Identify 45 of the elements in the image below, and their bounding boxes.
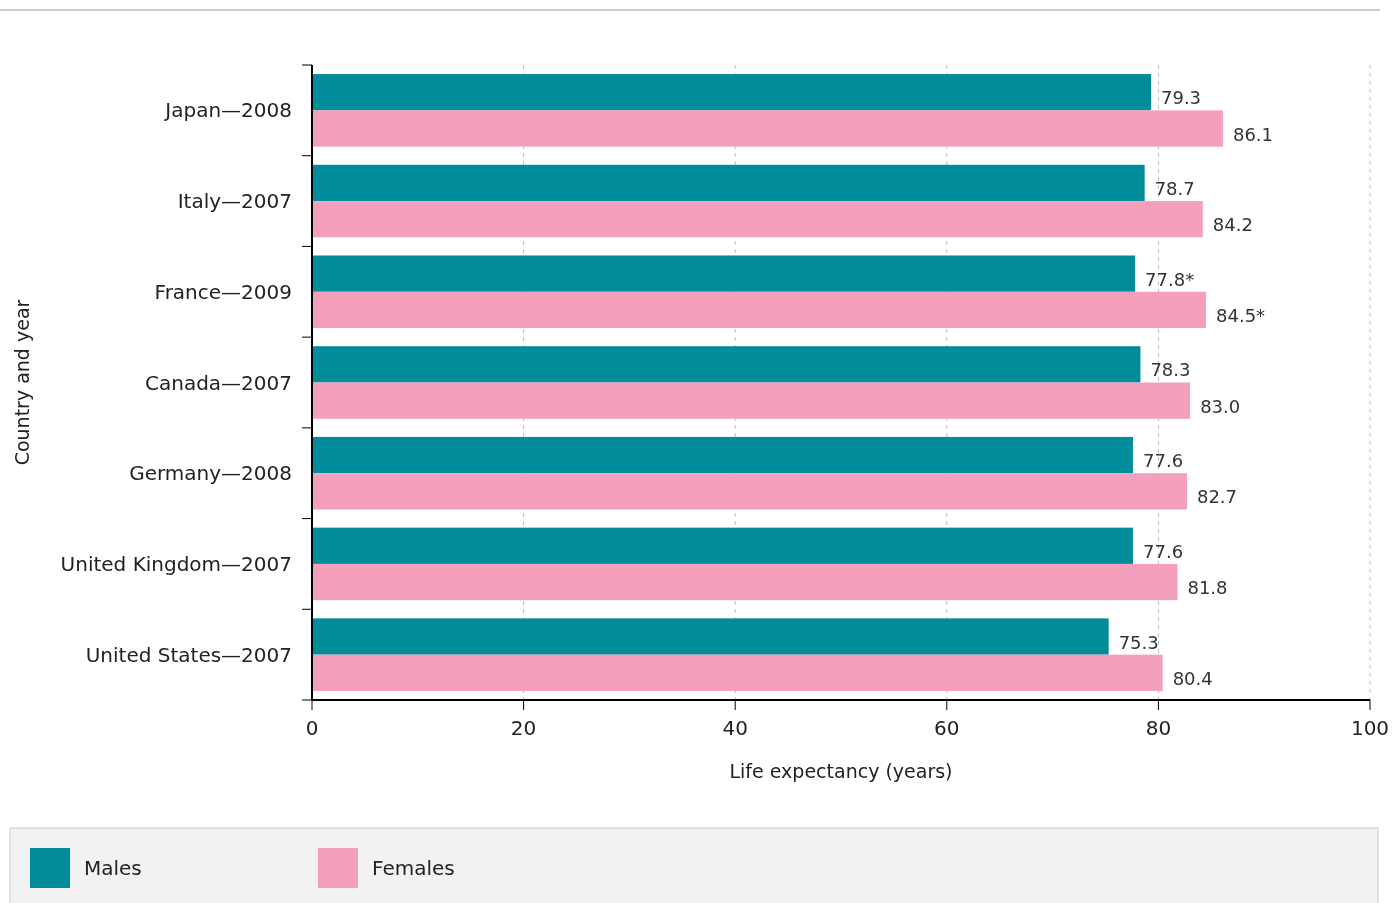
legend-label: Males	[84, 856, 142, 880]
bar	[312, 346, 1141, 383]
x-tick-label: 80	[1145, 716, 1172, 740]
bar	[312, 110, 1223, 147]
x-axis-title: Life expectancy (years)	[729, 760, 953, 782]
bar	[312, 201, 1203, 238]
y-tick-label: Japan—2008	[163, 98, 292, 123]
bar	[312, 473, 1187, 510]
y-axis-title: Country and year	[11, 299, 33, 466]
bar	[312, 291, 1207, 329]
y-tick-label: Germany—2008	[129, 461, 292, 486]
data-label: 82.7	[1196, 486, 1238, 508]
bar	[312, 255, 1136, 292]
legend-label: Females	[372, 856, 455, 880]
y-tick-label: Italy—2007	[177, 189, 292, 214]
data-label: 80.4	[1172, 667, 1213, 689]
bar	[312, 618, 1109, 655]
x-tick-label: 100	[1350, 716, 1390, 740]
data-label: 86.1	[1232, 123, 1274, 145]
y-tick-label: Canada—2007	[144, 370, 292, 395]
bar	[312, 74, 1151, 111]
data-label: 84.2	[1212, 214, 1253, 236]
y-tick-label: United Kingdom—2007	[60, 551, 292, 576]
data-label: 77.6	[1143, 540, 1184, 562]
x-tick-label: 0	[305, 716, 319, 740]
data-label: 81.8	[1187, 577, 1228, 599]
data-label: 79.3	[1160, 87, 1202, 109]
x-tick-label: 40	[722, 716, 748, 740]
x-tick-label: 60	[934, 716, 960, 740]
bar	[312, 436, 1134, 474]
data-label: 78.7	[1154, 177, 1195, 199]
y-tick-label: France—2009	[154, 279, 292, 304]
bar	[312, 563, 1178, 601]
y-tick-label: United States—2007	[85, 642, 292, 667]
bar	[312, 382, 1191, 419]
bar	[312, 164, 1145, 202]
data-label: 78.3	[1150, 359, 1191, 381]
data-label: 83.0	[1200, 395, 1241, 417]
data-label: 84.5*	[1216, 304, 1266, 326]
data-label: 77.6	[1143, 450, 1184, 472]
bar	[312, 654, 1163, 691]
data-label: 75.3	[1118, 631, 1159, 653]
x-tick-label: 20	[510, 716, 537, 740]
data-label: 77.8*	[1145, 268, 1195, 290]
bar	[312, 527, 1134, 564]
